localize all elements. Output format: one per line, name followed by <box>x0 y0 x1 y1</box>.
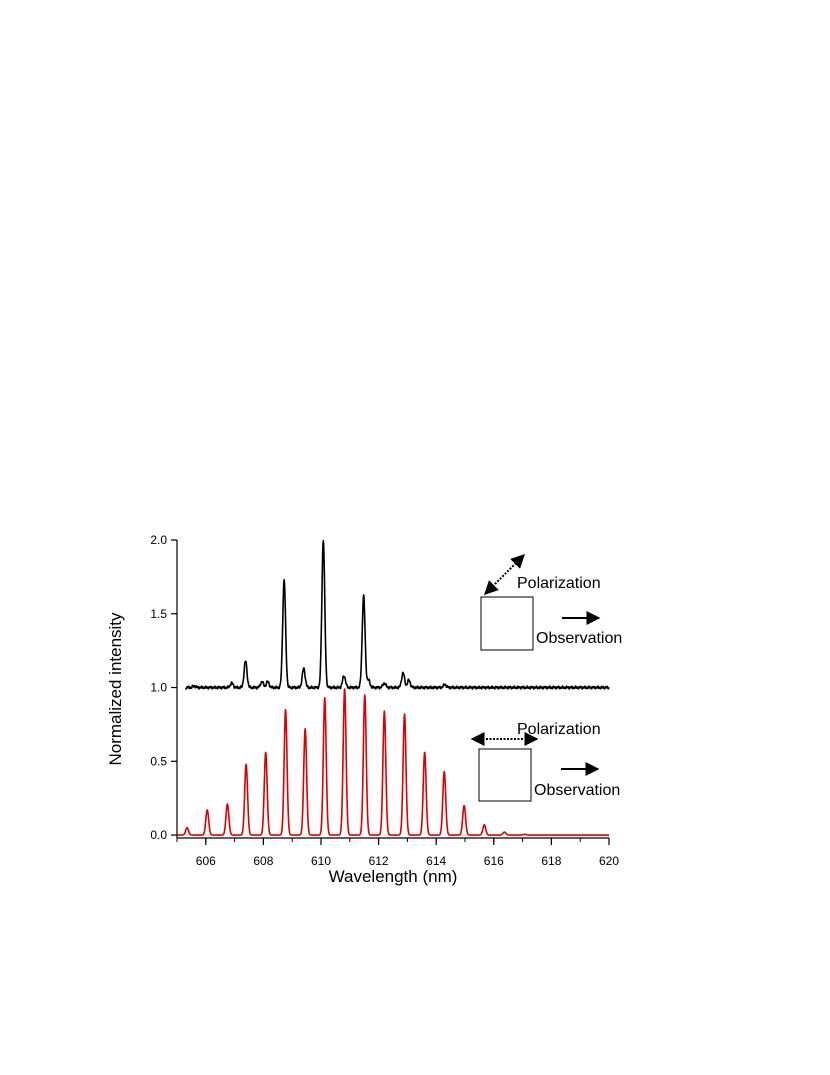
observation-label-1: Observation <box>536 630 622 647</box>
y-tick-label: 0.0 <box>150 828 167 842</box>
inset-horizontal-polarization: Polarization Observation <box>470 721 620 802</box>
x-tick-label: 606 <box>196 854 216 868</box>
x-tick-label: 620 <box>599 854 619 868</box>
polarization-label-2: Polarization <box>517 721 601 738</box>
series-layer <box>176 539 610 836</box>
x-tick-label: 614 <box>426 854 446 868</box>
polarization-arrow-diagonal <box>484 554 525 595</box>
series-line-red <box>176 688 610 836</box>
inset-diagonal-polarization: Polarization Observation <box>480 554 622 651</box>
sample-square-1 <box>480 596 534 651</box>
y-ticks: 0.0 0.5 1.0 1.5 2.0 <box>150 533 177 842</box>
x-axis-title: Wavelength (nm) <box>329 867 458 886</box>
y-tick-label: 0.5 <box>150 754 167 768</box>
x-tick-label: 612 <box>369 854 389 868</box>
x-ticks: 606 608 610 612 614 616 618 620 <box>176 838 619 868</box>
y-tick-label: 1.0 <box>150 681 167 695</box>
y-axis-title: Normalized intensity <box>106 612 125 766</box>
observation-label-2: Observation <box>534 782 620 799</box>
x-tick-label: 608 <box>253 854 273 868</box>
series-line-black <box>184 539 610 690</box>
x-tick-label: 610 <box>311 854 331 868</box>
sample-square-2 <box>478 748 532 802</box>
y-tick-label: 2.0 <box>150 533 167 547</box>
polarization-label-1: Polarization <box>517 575 601 592</box>
x-tick-label: 616 <box>484 854 504 868</box>
y-tick-label: 1.5 <box>150 607 167 621</box>
y-axis: 0.0 0.5 1.0 1.5 2.0 <box>150 533 178 842</box>
x-tick-label: 618 <box>541 854 561 868</box>
x-axis: 606 608 610 612 614 616 618 620 <box>176 837 619 868</box>
